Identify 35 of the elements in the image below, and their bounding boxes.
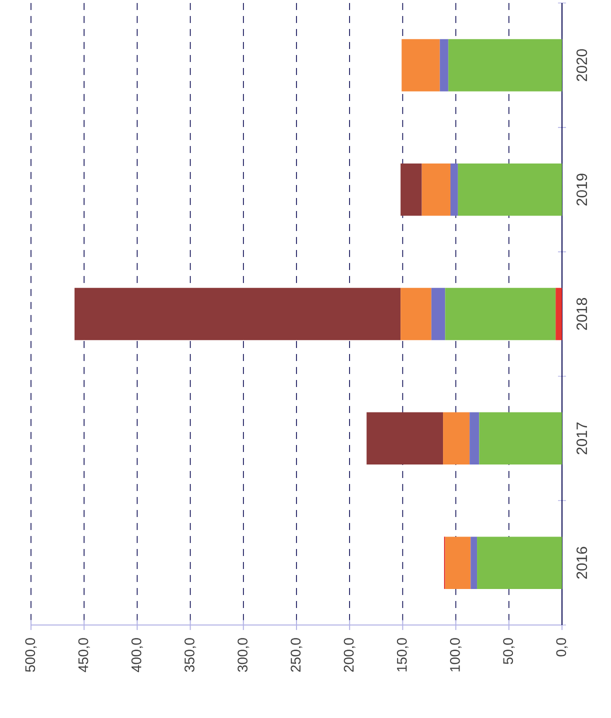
bar xyxy=(450,163,458,216)
bar xyxy=(440,39,448,92)
x-tick-label: 450,0 xyxy=(78,638,90,672)
bar xyxy=(402,39,440,92)
y-tick-label: 2018 xyxy=(576,298,588,330)
x-tick-label: 200,0 xyxy=(344,638,356,672)
bar xyxy=(400,288,432,340)
x-tick-label: 350,0 xyxy=(184,638,196,672)
bar xyxy=(74,288,401,340)
x-tick-label: 150,0 xyxy=(396,638,408,672)
bar xyxy=(556,288,562,340)
bar xyxy=(431,288,446,340)
bar xyxy=(445,536,471,589)
y-tick-label: 2020 xyxy=(576,49,588,82)
bar xyxy=(366,412,444,465)
x-tick-label: 250,0 xyxy=(290,638,302,672)
bar xyxy=(422,163,450,216)
bar xyxy=(470,412,480,465)
y-tick-label: 2017 xyxy=(576,422,588,454)
y-tick-label: 2019 xyxy=(576,174,588,206)
bar xyxy=(470,536,478,589)
bar xyxy=(477,536,562,589)
bar xyxy=(448,39,562,92)
bar xyxy=(445,288,556,340)
x-tick-label: 50,0 xyxy=(503,638,515,664)
x-tick-label: 500,0 xyxy=(25,638,37,672)
bar xyxy=(400,163,422,216)
y-tick-label: 2016 xyxy=(576,546,588,579)
x-tick-label: 0,0 xyxy=(556,638,568,656)
x-tick-label: 100,0 xyxy=(450,638,462,672)
x-tick-label: 400,0 xyxy=(131,638,143,672)
x-tick-label: 300,0 xyxy=(238,638,250,672)
bar xyxy=(479,412,562,465)
bar xyxy=(443,412,470,465)
bar xyxy=(458,163,562,216)
